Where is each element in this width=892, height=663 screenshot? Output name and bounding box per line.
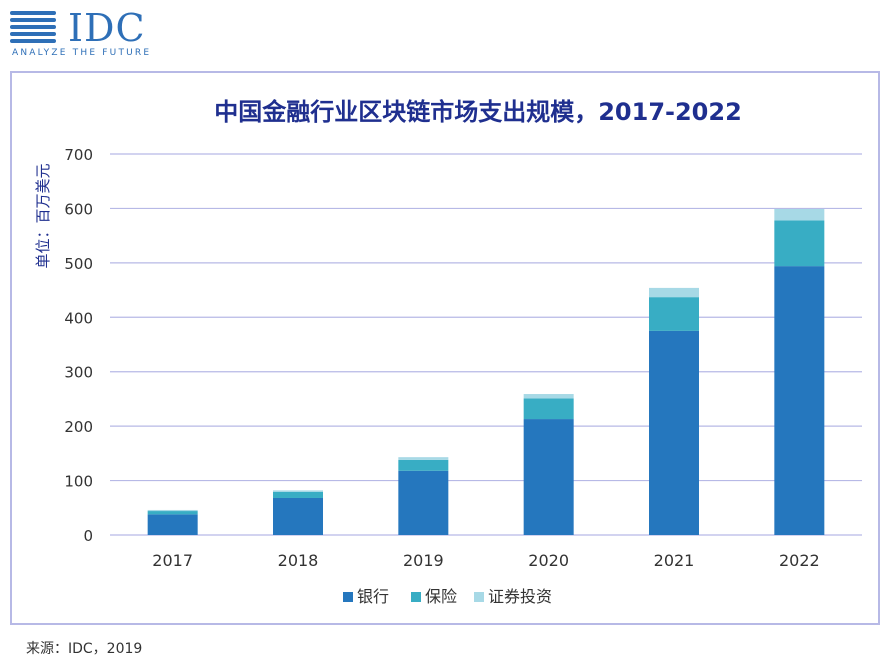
- globe-icon: [10, 11, 56, 43]
- bar-layer: [147, 208, 825, 535]
- legend-swatch-证券投资: [474, 592, 484, 602]
- legend-label: 保险: [425, 587, 457, 606]
- y-tick-label: 400: [64, 309, 93, 327]
- x-tick-label: 2017: [152, 551, 193, 570]
- bar-银行-2018: [273, 497, 323, 535]
- bar-证券投资-2020: [523, 394, 574, 399]
- chart-title: 中国金融行业区块链市场支出规模，2017-2022: [214, 98, 742, 126]
- y-axis-label: 单位：百万美元: [34, 163, 52, 268]
- bar-保险-2020: [523, 398, 574, 420]
- bar-证券投资-2017: [147, 509, 198, 512]
- x-tick-label: 2021: [654, 551, 695, 570]
- bar-保险-2021: [649, 297, 699, 331]
- legend-swatch-保险: [411, 592, 421, 602]
- legend: 银行 保险 证券投资: [343, 587, 552, 606]
- source-note: 来源：IDC，2019: [26, 641, 143, 657]
- bar-银行-2021: [649, 330, 699, 535]
- bar-银行-2017: [147, 514, 198, 535]
- y-tick-label: 200: [64, 418, 93, 436]
- grid-layer: 0 100 200 300 400 500 600 700: [64, 146, 862, 545]
- legend-swatch-银行: [343, 592, 353, 602]
- x-tick-label: 2020: [528, 551, 569, 570]
- bar-证券投资-2021: [649, 287, 699, 298]
- bar-保险-2019: [398, 459, 449, 471]
- idc-logo: IDC ANALYZE THE FUTURE: [10, 6, 170, 60]
- y-tick-label: 500: [64, 255, 93, 273]
- bar-证券投资-2019: [398, 457, 449, 460]
- x-tick-label: 2022: [779, 551, 820, 570]
- x-tick-label: 2018: [278, 551, 319, 570]
- y-tick-label: 0: [83, 527, 93, 545]
- bar-证券投资-2022: [774, 208, 825, 221]
- legend-label: 银行: [357, 587, 389, 606]
- bar-银行-2019: [398, 470, 449, 535]
- bar-银行-2022: [774, 266, 825, 535]
- x-tick-label: 2019: [403, 551, 444, 570]
- bar-保险-2017: [147, 511, 198, 515]
- x-tick-layer: 2017 2018 2019 2020 2021 2022: [152, 551, 819, 570]
- legend-label: 证券投资: [488, 587, 552, 606]
- y-tick-label: 300: [64, 364, 93, 382]
- bar-证券投资-2018: [273, 490, 323, 493]
- y-tick-label: 100: [64, 473, 93, 491]
- bar-银行-2020: [523, 419, 574, 535]
- bar-保险-2022: [774, 220, 825, 267]
- logo-text: IDC: [68, 6, 146, 50]
- bar-保险-2018: [273, 492, 323, 498]
- y-tick-label: 600: [64, 200, 93, 218]
- logo-tagline: ANALYZE THE FUTURE: [12, 48, 152, 58]
- chart-frame: [10, 71, 880, 625]
- y-tick-label: 700: [64, 146, 93, 164]
